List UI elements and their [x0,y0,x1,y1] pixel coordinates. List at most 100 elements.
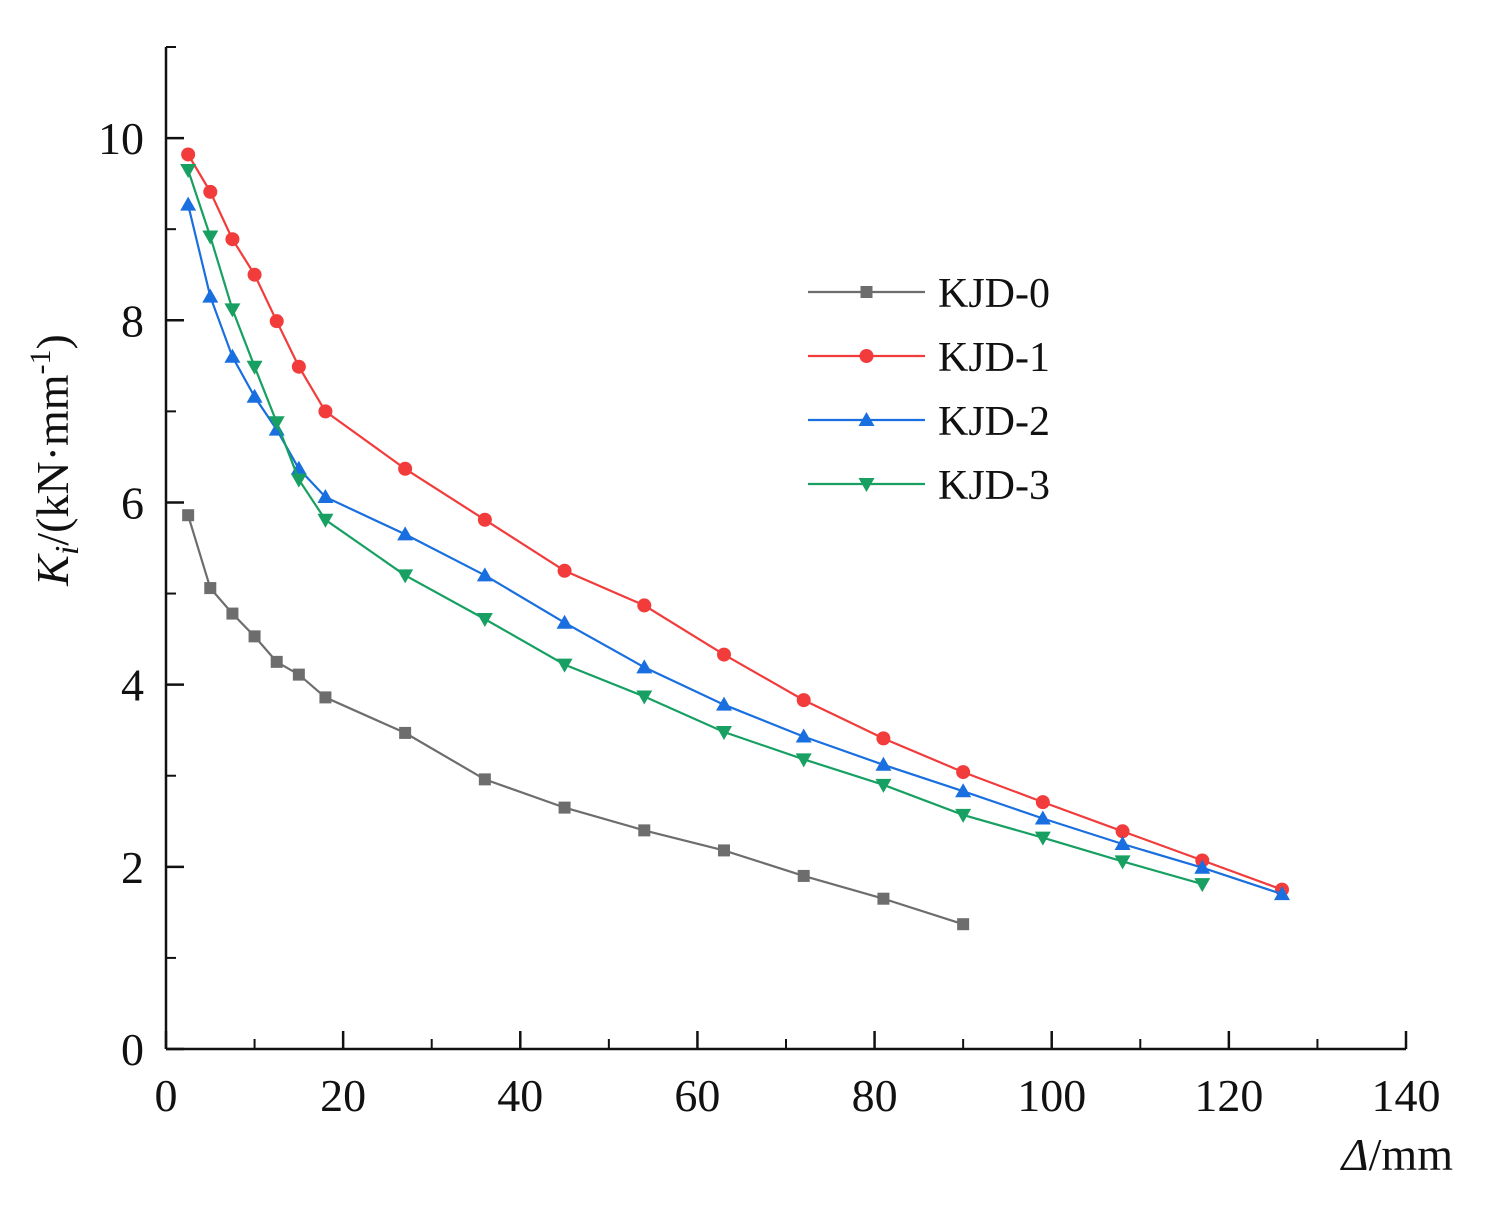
data-point [248,630,261,643]
data-point [203,184,218,199]
data-point [795,728,812,743]
x-tick-label: 80 [852,1070,898,1121]
data-point [397,569,414,584]
data-point [1114,855,1131,870]
data-point [268,416,285,431]
legend-label: KJD-3 [938,463,1050,509]
x-axis-label: Δ/mm [1340,1129,1454,1180]
data-point [246,360,263,375]
data-point [477,512,492,527]
data-point [317,513,334,528]
data-point [247,267,262,282]
data-point [478,773,491,786]
x-tick-label: 40 [497,1070,543,1121]
data-point [876,731,891,746]
legend-label: KJD-1 [938,335,1050,381]
data-point [558,801,571,814]
series-kjd-0 [182,509,970,931]
data-point [292,668,305,681]
data-point [955,808,972,823]
x-tick-label: 140 [1372,1070,1441,1121]
data-point [877,892,890,905]
y-tick-label: 0 [121,1024,144,1075]
data-point [224,348,241,363]
legend-item: KJD-3 [808,463,1050,509]
data-point [476,567,493,582]
data-point [717,647,731,662]
y-tick-label: 2 [121,842,144,893]
data-point [637,598,652,613]
data-point [399,726,412,739]
data-point [181,147,196,162]
legend-swatch-marker [860,286,873,298]
data-point [956,765,971,780]
data-point [269,314,284,329]
x-tick-label: 0 [155,1070,178,1121]
data-point [182,509,195,522]
data-point [875,778,892,793]
data-point [1274,886,1290,901]
series-layer [180,147,1290,931]
data-point [1194,878,1211,893]
legend-item: KJD-0 [808,271,1050,317]
series-line [187,204,1283,896]
data-point [318,404,333,419]
data-point [557,563,572,578]
legend-label: KJD-2 [938,399,1050,445]
legend-swatch-marker [859,349,874,363]
data-point [226,607,239,620]
data-point [1035,795,1050,810]
data-point [1034,810,1051,825]
legend-item: KJD-2 [808,399,1050,445]
legend-label: KJD-0 [938,271,1050,317]
data-point [638,824,651,837]
data-point [476,613,493,628]
data-point [1115,824,1130,839]
data-point [291,359,306,374]
data-point [180,196,197,211]
data-point [180,163,197,178]
y-axis-label: Ki/(kN·mm-1) [24,334,86,587]
data-point [716,696,732,711]
data-point [718,844,730,857]
y-tick-label: 8 [121,295,144,346]
data-point [204,582,217,595]
data-point [270,655,283,668]
series-kjd-3 [180,163,1211,893]
legend: KJD-0 KJD-1 KJD-2 KJD-3 [808,271,1050,509]
data-point [797,869,810,882]
data-point [955,783,972,798]
data-point [202,288,219,303]
data-point [796,693,811,708]
data-point [1034,831,1051,846]
axes: 0 20 40 60 80 100 120 140 0 2 4 6 8 10 [98,46,1441,1121]
series-line [187,153,1283,891]
y-tick-label: 6 [121,477,144,528]
x-tick-label: 100 [1017,1070,1086,1121]
legend-item: KJD-1 [808,335,1050,381]
x-tick-label: 20 [320,1070,366,1121]
data-point [556,658,573,673]
data-point [1114,836,1131,851]
data-point [317,488,334,503]
data-point [636,690,653,705]
data-point [1194,859,1211,874]
series-kjd-2 [180,196,1290,901]
data-point [225,232,240,247]
data-point [957,918,970,931]
data-point [716,726,732,741]
legend-swatch-marker [858,412,875,426]
data-point [397,526,414,541]
x-tick-label: 120 [1194,1070,1263,1121]
x-tick-label: 60 [674,1070,720,1121]
data-point [636,659,653,674]
data-point [290,473,307,488]
data-point [795,753,812,768]
legend-swatch-marker [858,478,875,492]
series-kjd-1 [181,147,1289,897]
y-tick-label: 10 [98,113,144,164]
data-point [398,461,413,476]
data-point [319,691,332,704]
data-point [556,614,573,629]
